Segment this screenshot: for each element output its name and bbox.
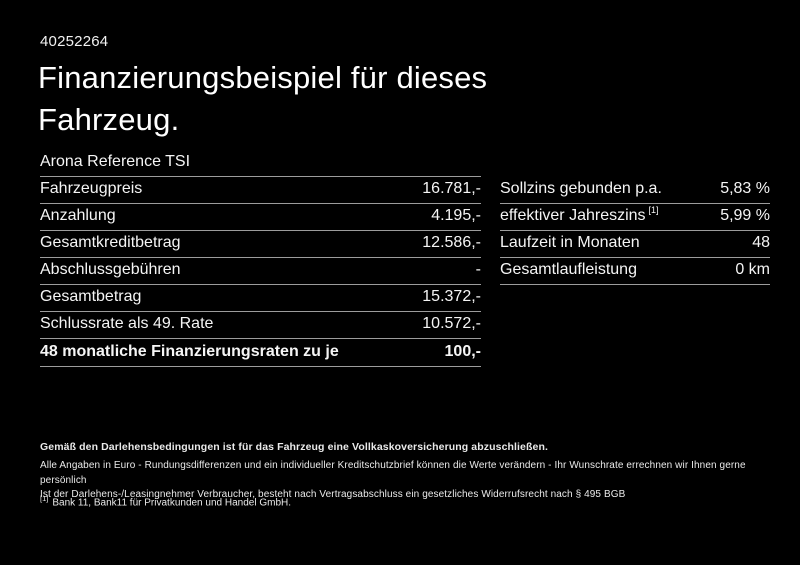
table-row: Gesamtbetrag 15.372,-	[40, 285, 481, 312]
table-row: Abschlussgebühren -	[40, 258, 481, 285]
disclaimer-block: Gemäß den Darlehensbedingungen ist für d…	[40, 441, 770, 503]
row-label: Gesamtkreditbetrag	[40, 234, 181, 251]
row-value: 5,99 %	[720, 207, 770, 224]
row-label: Anzahlung	[40, 207, 116, 224]
table-row: Gesamtlaufleistung 0 km	[500, 258, 770, 285]
row-label: 48 monatliche Finanzierungsraten zu je	[40, 343, 339, 360]
vehicle-model-name: Arona Reference TSI	[40, 153, 191, 170]
table-row: effektiver Jahreszins [1] 5,99 %	[500, 204, 770, 231]
row-value: 4.195,-	[431, 207, 481, 224]
footnote-text: Bank 11, Bank11 für Privatkunden und Han…	[52, 497, 292, 509]
row-label: Abschlussgebühren	[40, 261, 181, 278]
row-value: 0 km	[735, 261, 770, 278]
euro-values-note: Alle Angaben in Euro - Rundungsdifferenz…	[40, 460, 746, 486]
row-value: 100,-	[444, 343, 481, 360]
insurance-requirement-note: Gemäß den Darlehensbedingungen ist für d…	[40, 441, 548, 453]
row-label: Gesamtbetrag	[40, 288, 142, 305]
footnote-reference: [1]	[648, 204, 659, 215]
row-label: effektiver Jahreszins	[500, 207, 646, 224]
row-label: Sollzins gebunden p.a.	[500, 180, 662, 197]
offer-reference-number: 40252264	[40, 33, 109, 50]
row-value: 10.572,-	[422, 315, 481, 332]
row-value: -	[475, 261, 481, 278]
row-label: Gesamtlaufleistung	[500, 261, 637, 278]
footnote-marker: [1]	[40, 494, 49, 503]
monthly-rate-row: 48 monatliche Finanzierungsraten zu je 1…	[40, 339, 481, 367]
table-row: Anzahlung 4.195,-	[40, 204, 481, 231]
row-value: 48	[752, 234, 770, 251]
withdrawal-right-note: Ist der Darlehens-/Leasingnehmer Verbrau…	[40, 489, 626, 500]
page-title: Finanzierungsbeispiel für dieses Fahrzeu…	[38, 60, 488, 137]
bank-footnote: [1] Bank 11, Bank11 für Privatkunden und …	[40, 494, 770, 508]
row-value: 15.372,-	[422, 288, 481, 305]
table-row: Laufzeit in Monaten 48	[500, 231, 770, 258]
table-row: Gesamtkreditbetrag 12.586,-	[40, 231, 481, 258]
financing-table: Arona Reference TSI Fahrzeugpreis 16.781…	[40, 150, 481, 367]
vehicle-model-row: Arona Reference TSI	[40, 150, 481, 177]
interest-rates-table: Sollzins gebunden p.a. 5,83 % effektiver…	[500, 177, 770, 285]
table-row: Schlussrate als 49. Rate 10.572,-	[40, 312, 481, 339]
row-value: 16.781,-	[422, 180, 481, 197]
table-row: Fahrzeugpreis 16.781,-	[40, 177, 481, 204]
row-value: 5,83 %	[720, 180, 770, 197]
row-label: Fahrzeugpreis	[40, 180, 143, 197]
row-label: Laufzeit in Monaten	[500, 234, 640, 251]
row-label: Schlussrate als 49. Rate	[40, 315, 214, 332]
table-row: Sollzins gebunden p.a. 5,83 %	[500, 177, 770, 204]
row-value: 12.586,-	[422, 234, 481, 251]
